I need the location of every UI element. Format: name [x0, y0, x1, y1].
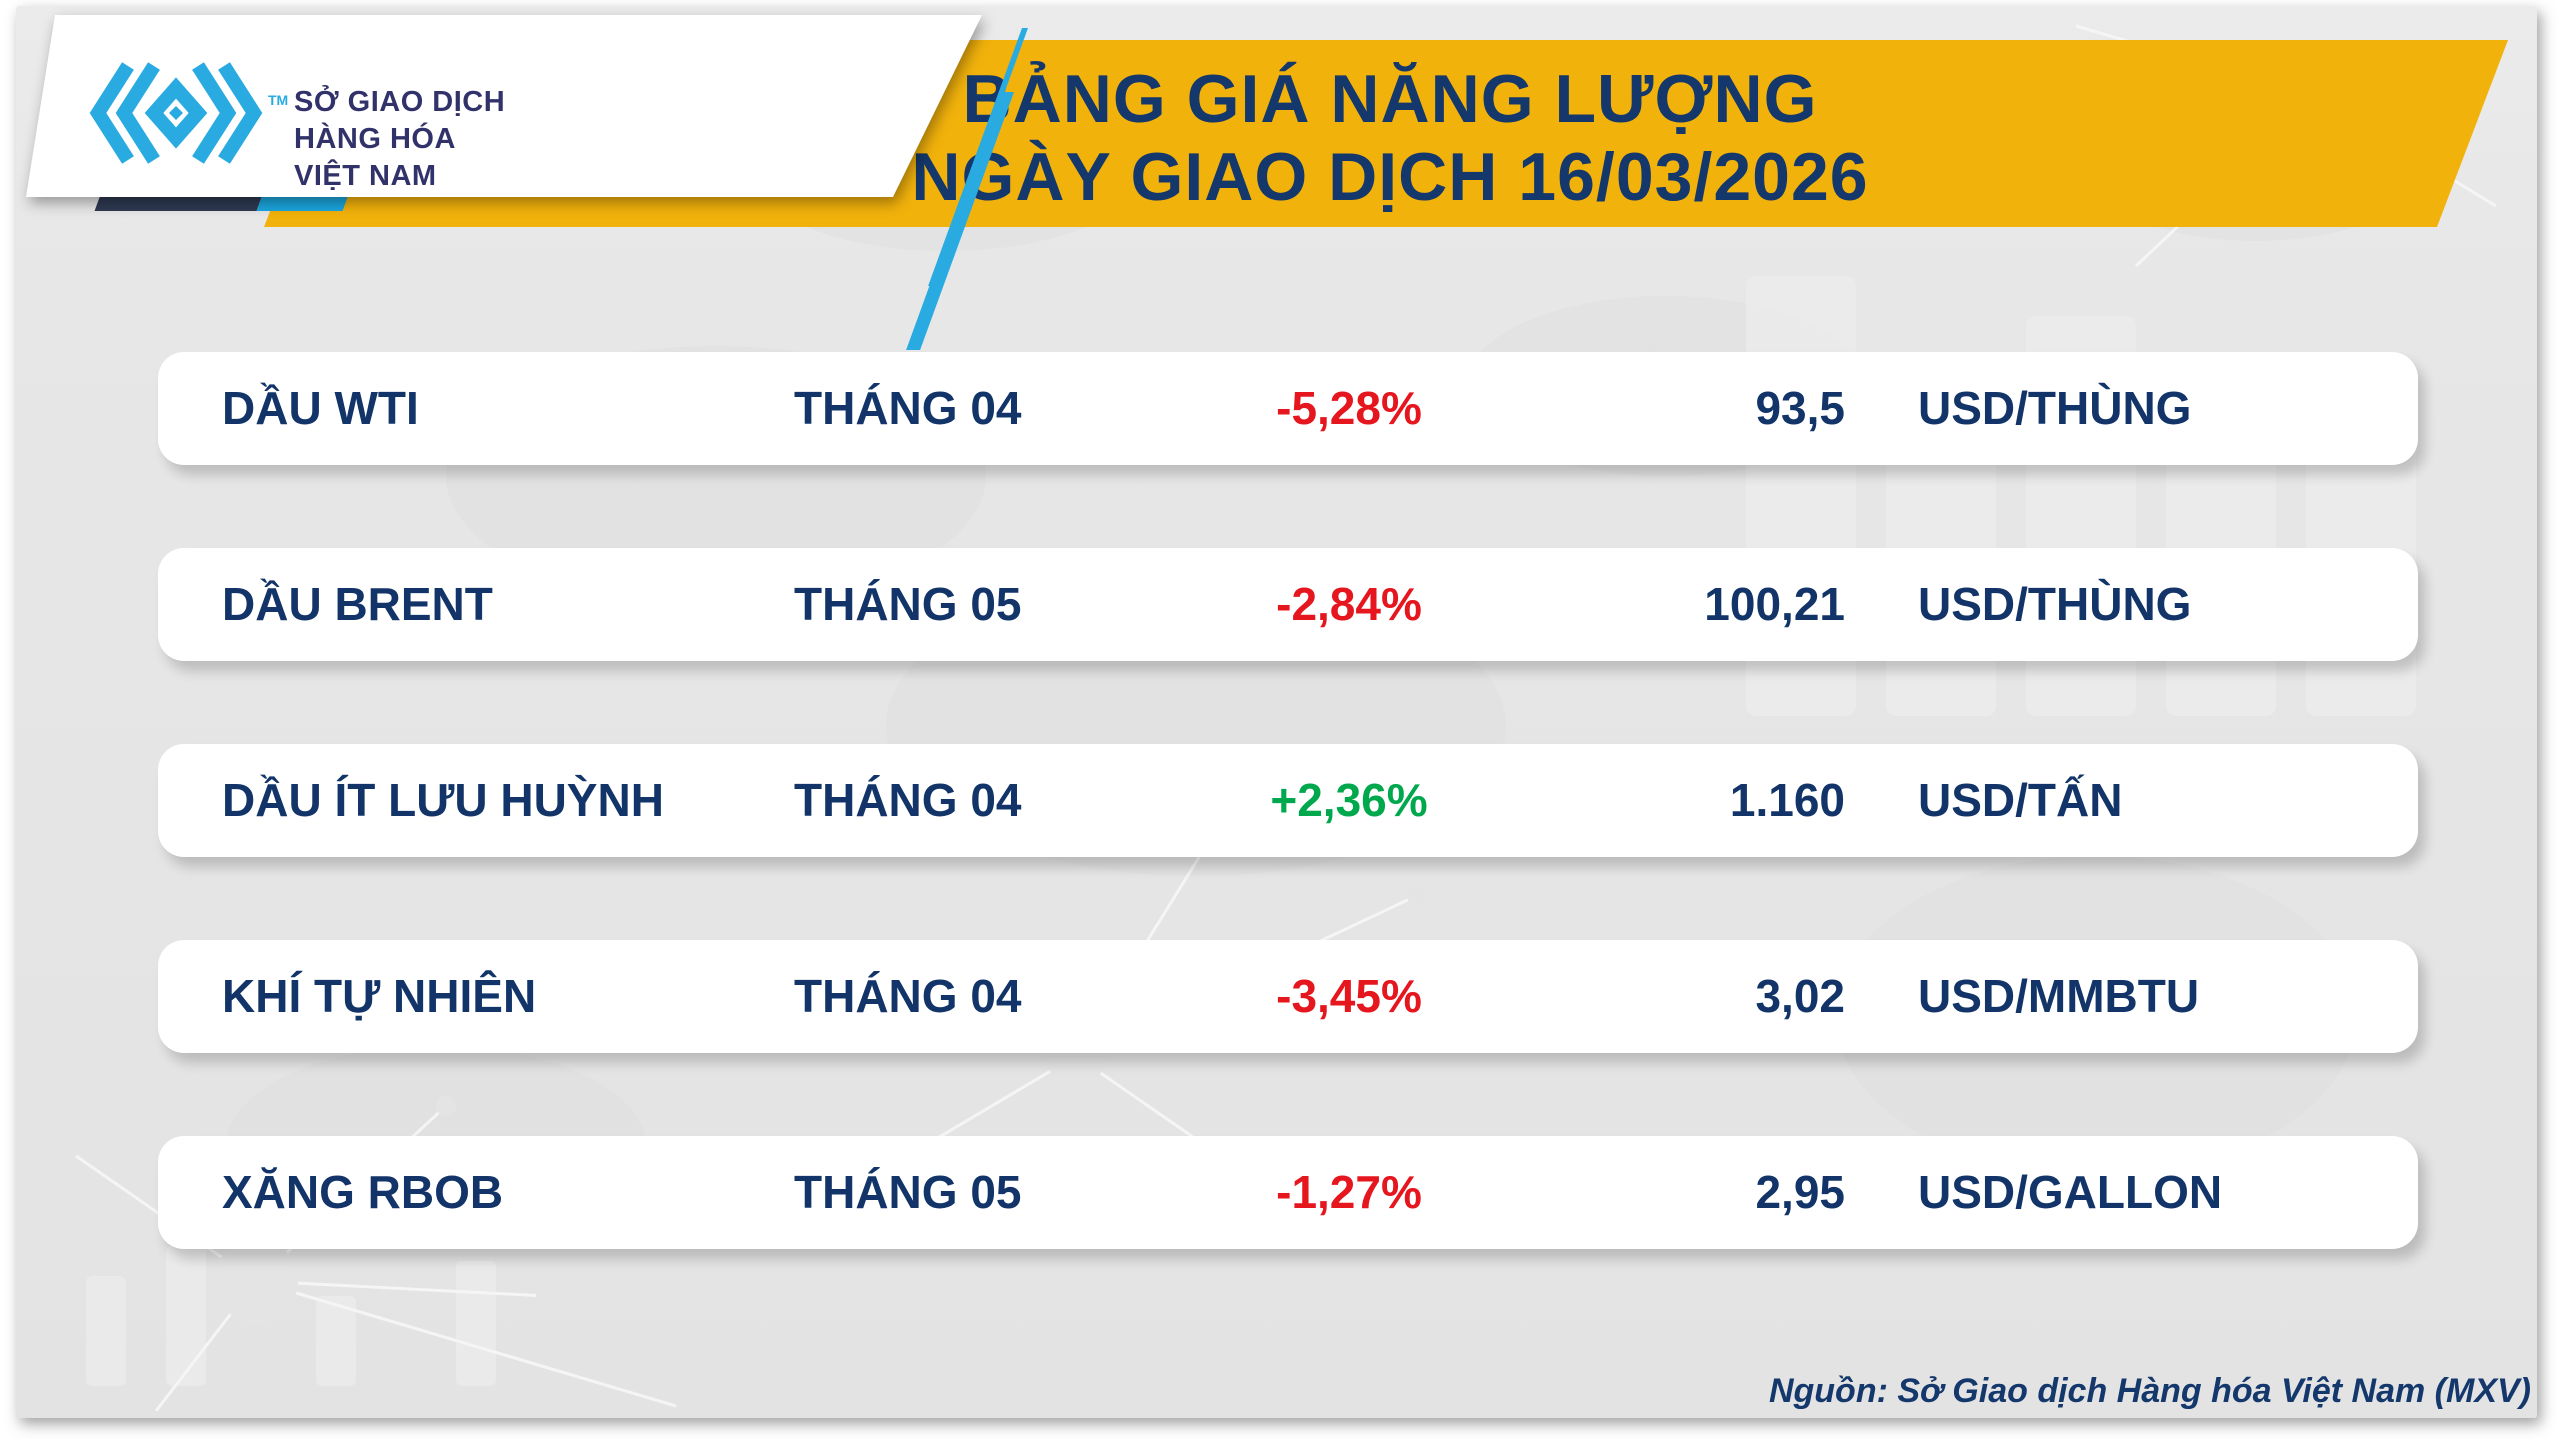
contract-month: THÁNG 05: [794, 578, 1022, 630]
price-row-dau-it-luu-huynh: DẦU ÍT LƯU HUỲNH THÁNG 04 +2,36% 1.160 U…: [158, 744, 2418, 857]
price-unit: USD/MMBTU: [1918, 970, 2200, 1022]
org-name: SỞ GIAO DỊCH HÀNG HÓA VIỆT NAM: [294, 84, 505, 195]
commodity-name: KHÍ TỰ NHIÊN: [222, 970, 537, 1022]
price-unit: USD/GALLON: [1918, 1166, 2223, 1218]
page-title-line2: NGÀY GIAO DỊCH 16/03/2026: [911, 139, 1869, 215]
price-unit: USD/TẤN: [1918, 774, 2123, 826]
page-title: BẢNG GIÁ NĂNG LƯỢNG NGÀY GIAO DỊCH 16/03…: [620, 60, 2160, 216]
price-unit: USD/THÙNG: [1918, 382, 2192, 434]
price-value: 1.160: [1729, 774, 1845, 826]
contract-month: THÁNG 05: [794, 1166, 1022, 1218]
change-percent: -2,84%: [1276, 578, 1422, 630]
price-row-dau-brent: DẦU BRENT THÁNG 05 -2,84% 100,21 USD/THÙ…: [158, 548, 2418, 661]
price-value: 3,02: [1755, 970, 1845, 1022]
change-percent: -1,27%: [1276, 1166, 1422, 1218]
price-value: 2,95: [1755, 1166, 1845, 1218]
change-percent: -5,28%: [1276, 382, 1422, 434]
page-title-line1: BẢNG GIÁ NĂNG LƯỢNG: [962, 61, 1818, 137]
price-row-khi-tu-nhien: KHÍ TỰ NHIÊN THÁNG 04 -3,45% 3,02 USD/MM…: [158, 940, 2418, 1053]
contract-month: THÁNG 04: [794, 970, 1022, 1022]
contract-month: THÁNG 04: [794, 774, 1022, 826]
mxv-logo-card: TM SỞ GIAO DỊCH HÀNG HÓA VIỆT NAM: [0, 0, 1100, 240]
change-percent: -3,45%: [1276, 970, 1422, 1022]
commodity-name: DẦU ÍT LƯU HUỲNH: [222, 774, 664, 826]
commodity-name: XĂNG RBOB: [222, 1166, 504, 1218]
price-row-dau-wti: DẦU WTI THÁNG 04 -5,28% 93,5 USD/THÙNG: [158, 352, 2418, 465]
commodity-name: DẦU WTI: [222, 382, 419, 434]
org-name-line1: SỞ GIAO DỊCH: [294, 86, 506, 118]
contract-month: THÁNG 04: [794, 382, 1022, 434]
mxv-logo-icon: [89, 62, 263, 164]
price-row-xang-rbob: XĂNG RBOB THÁNG 05 -1,27% 2,95 USD/GALLO…: [158, 1136, 2418, 1249]
source-note: Nguồn: Sở Giao dịch Hàng hóa Việt Nam (M…: [1768, 1372, 2531, 1410]
change-percent: +2,36%: [1270, 774, 1428, 826]
org-name-line3: VIỆT NAM: [294, 160, 437, 192]
commodity-name: DẦU BRENT: [222, 578, 493, 630]
trademark-label: TM: [268, 92, 289, 108]
price-unit: USD/THÙNG: [1918, 578, 2192, 630]
price-value: 100,21: [1704, 578, 1845, 630]
org-name-line2: HÀNG HÓA: [294, 123, 456, 155]
price-value: 93,5: [1755, 382, 1845, 434]
